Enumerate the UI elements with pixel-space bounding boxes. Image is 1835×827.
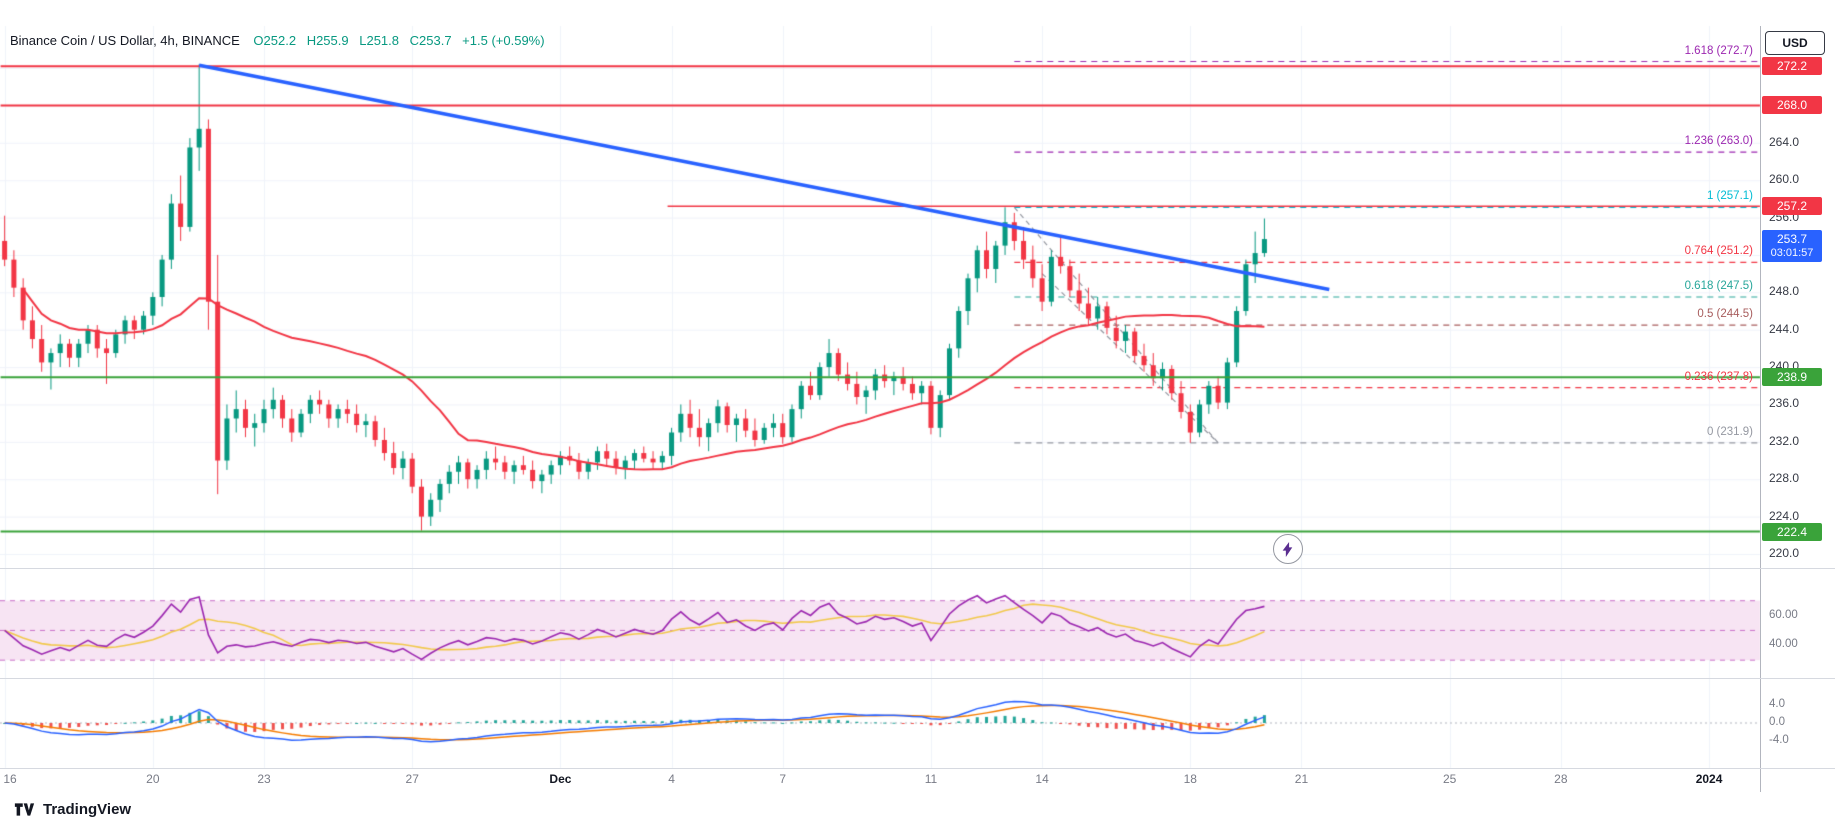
rsi-tick-label: 40.00 <box>1769 638 1798 651</box>
time-axis-label: 16 <box>3 772 17 786</box>
time-axis-label: 11 <box>924 772 938 786</box>
symbol-legend[interactable]: Binance Coin / US Dollar, 4h, BINANCE O2… <box>10 33 552 48</box>
lightning-icon <box>1282 541 1293 557</box>
time-axis-label: 4 <box>668 772 675 786</box>
last-price-value: 253.7 <box>1776 232 1808 247</box>
time-axis-label: 20 <box>146 772 160 786</box>
tradingview-logo-icon <box>14 803 35 816</box>
fib-level-label: 0.618 (247.5) <box>1684 280 1753 292</box>
ohlc-close: C253.7 <box>409 33 452 48</box>
time-axis-label: 27 <box>405 772 419 786</box>
time-axis-label: 18 <box>1183 772 1197 786</box>
flash-action-button[interactable] <box>1273 534 1303 564</box>
price-line-badge: 272.2 <box>1762 57 1822 76</box>
symbol-title: Binance Coin / US Dollar, 4h, BINANCE <box>10 33 240 48</box>
price-line-badge: 238.9 <box>1762 368 1822 387</box>
price-tick-label: 244.0 <box>1769 321 1800 336</box>
price-tick-label: 260.0 <box>1769 172 1800 187</box>
price-tick-label: 264.0 <box>1769 134 1800 149</box>
price-tick-label: 228.0 <box>1769 471 1800 486</box>
price-tick-label: 232.0 <box>1769 433 1800 448</box>
fib-level-label: 1.236 (263.0) <box>1684 135 1753 148</box>
time-axis-label: 7 <box>779 772 787 786</box>
fib-level-label: 0.764 (251.2) <box>1684 245 1753 258</box>
fib-level-label: 0.5 (244.5) <box>1697 308 1753 321</box>
price-line-badge: 222.4 <box>1762 522 1822 541</box>
fib-level-label: 1.618 (272.7) <box>1684 44 1753 57</box>
fib-level-label: 0 (231.9) <box>1706 425 1753 438</box>
time-axis-label: Dec <box>549 772 572 786</box>
panel-separator-rsi[interactable] <box>0 568 1835 569</box>
currency-label[interactable]: USD <box>1765 31 1825 55</box>
time-axis-label: 21 <box>1294 772 1309 786</box>
time-axis-label: 25 <box>1442 772 1457 786</box>
footer-bar: TradingView <box>0 792 1835 827</box>
price-line-badge: 268.0 <box>1762 96 1822 115</box>
ohlc-open: O252.2 <box>253 33 297 48</box>
time-axis-border <box>0 768 1835 769</box>
macd-tick-label: 0.0 <box>1769 716 1785 728</box>
price-scale[interactable]: USD 264.0 260.0 256.0 248.0 244.0 240.0 236.0 2… <box>1760 26 1835 827</box>
ohlc-high: H255.9 <box>306 33 349 48</box>
price-line-badge: 257.2 <box>1762 197 1822 216</box>
ohlc-low: L251.8 <box>359 33 399 48</box>
price-tick-label: 220.0 <box>1769 545 1800 560</box>
price-tick-label: 224.0 <box>1769 508 1800 523</box>
panel-separator-macd[interactable] <box>0 678 1835 679</box>
scale-separator <box>1760 26 1761 792</box>
time-axis-label: 23 <box>257 772 271 786</box>
price-change: +1.5 (+0.59%) <box>462 33 545 48</box>
time-axis-label: 2024 <box>1695 772 1723 786</box>
bar-countdown: 03:01:57 <box>1770 247 1814 260</box>
tradingview-logo[interactable]: TradingView <box>43 801 132 818</box>
price-tick-label: 248.0 <box>1769 284 1800 299</box>
rsi-tick-label: 60.00 <box>1769 608 1798 621</box>
price-tick-label: 236.0 <box>1769 396 1800 411</box>
fib-level-label: 0.236 (237.8) <box>1684 370 1753 383</box>
last-price-badge: 253.7 03:01:57 <box>1762 230 1822 263</box>
fib-level-label: 1 (257.1) <box>1706 190 1753 203</box>
time-axis-label: 14 <box>1035 772 1049 786</box>
macd-tick-label: 4.0 <box>1769 698 1785 710</box>
time-axis-label: 28 <box>1554 772 1568 786</box>
macd-tick-label: -4.0 <box>1769 734 1789 746</box>
